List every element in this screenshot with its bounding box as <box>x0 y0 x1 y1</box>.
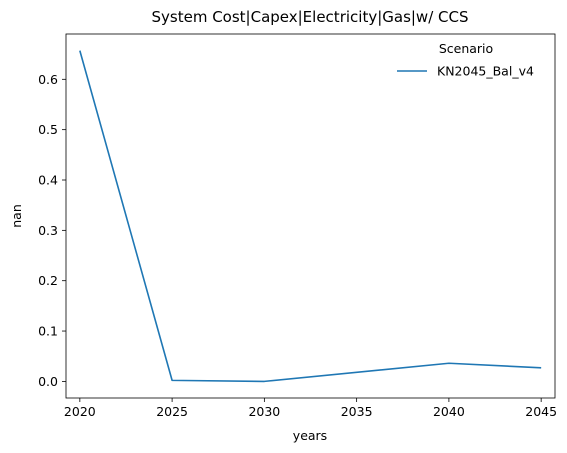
y-tick-label: 0.4 <box>38 173 58 188</box>
y-axis-label: nan <box>9 204 24 228</box>
x-axis-label: years <box>293 428 327 443</box>
legend: Scenario KN2045_Bal_v4 <box>397 41 534 79</box>
y-axis-ticks: 0.0 0.1 0.2 0.3 0.4 0.5 0.6 <box>38 72 66 389</box>
series-layer <box>79 50 542 383</box>
plot-area <box>66 34 555 398</box>
y-tick-label: 0.2 <box>38 273 58 288</box>
y-tick-label: 0.1 <box>38 324 58 339</box>
chart-title: System Cost|Capex|Electricity|Gas|w/ CCS <box>152 8 469 26</box>
y-tick-label: 0.6 <box>38 72 58 87</box>
x-tick-label: 2030 <box>248 404 280 419</box>
legend-label: KN2045_Bal_v4 <box>437 64 534 79</box>
x-tick-label: 2035 <box>341 404 373 419</box>
x-tick-label: 2040 <box>433 404 465 419</box>
legend-title: Scenario <box>439 41 493 56</box>
y-tick-label: 0.0 <box>38 374 58 389</box>
x-tick-label: 2025 <box>156 404 188 419</box>
x-axis-ticks: 2020 2025 2030 2035 2040 2045 <box>64 398 557 419</box>
y-tick-label: 0.3 <box>38 223 58 238</box>
y-tick-label: 0.5 <box>38 122 58 137</box>
x-tick-label: 2045 <box>525 404 557 419</box>
series-line-kn2045-bal-v4 <box>79 50 542 383</box>
plot-frame <box>65 33 556 399</box>
x-tick-label: 2020 <box>64 404 96 419</box>
